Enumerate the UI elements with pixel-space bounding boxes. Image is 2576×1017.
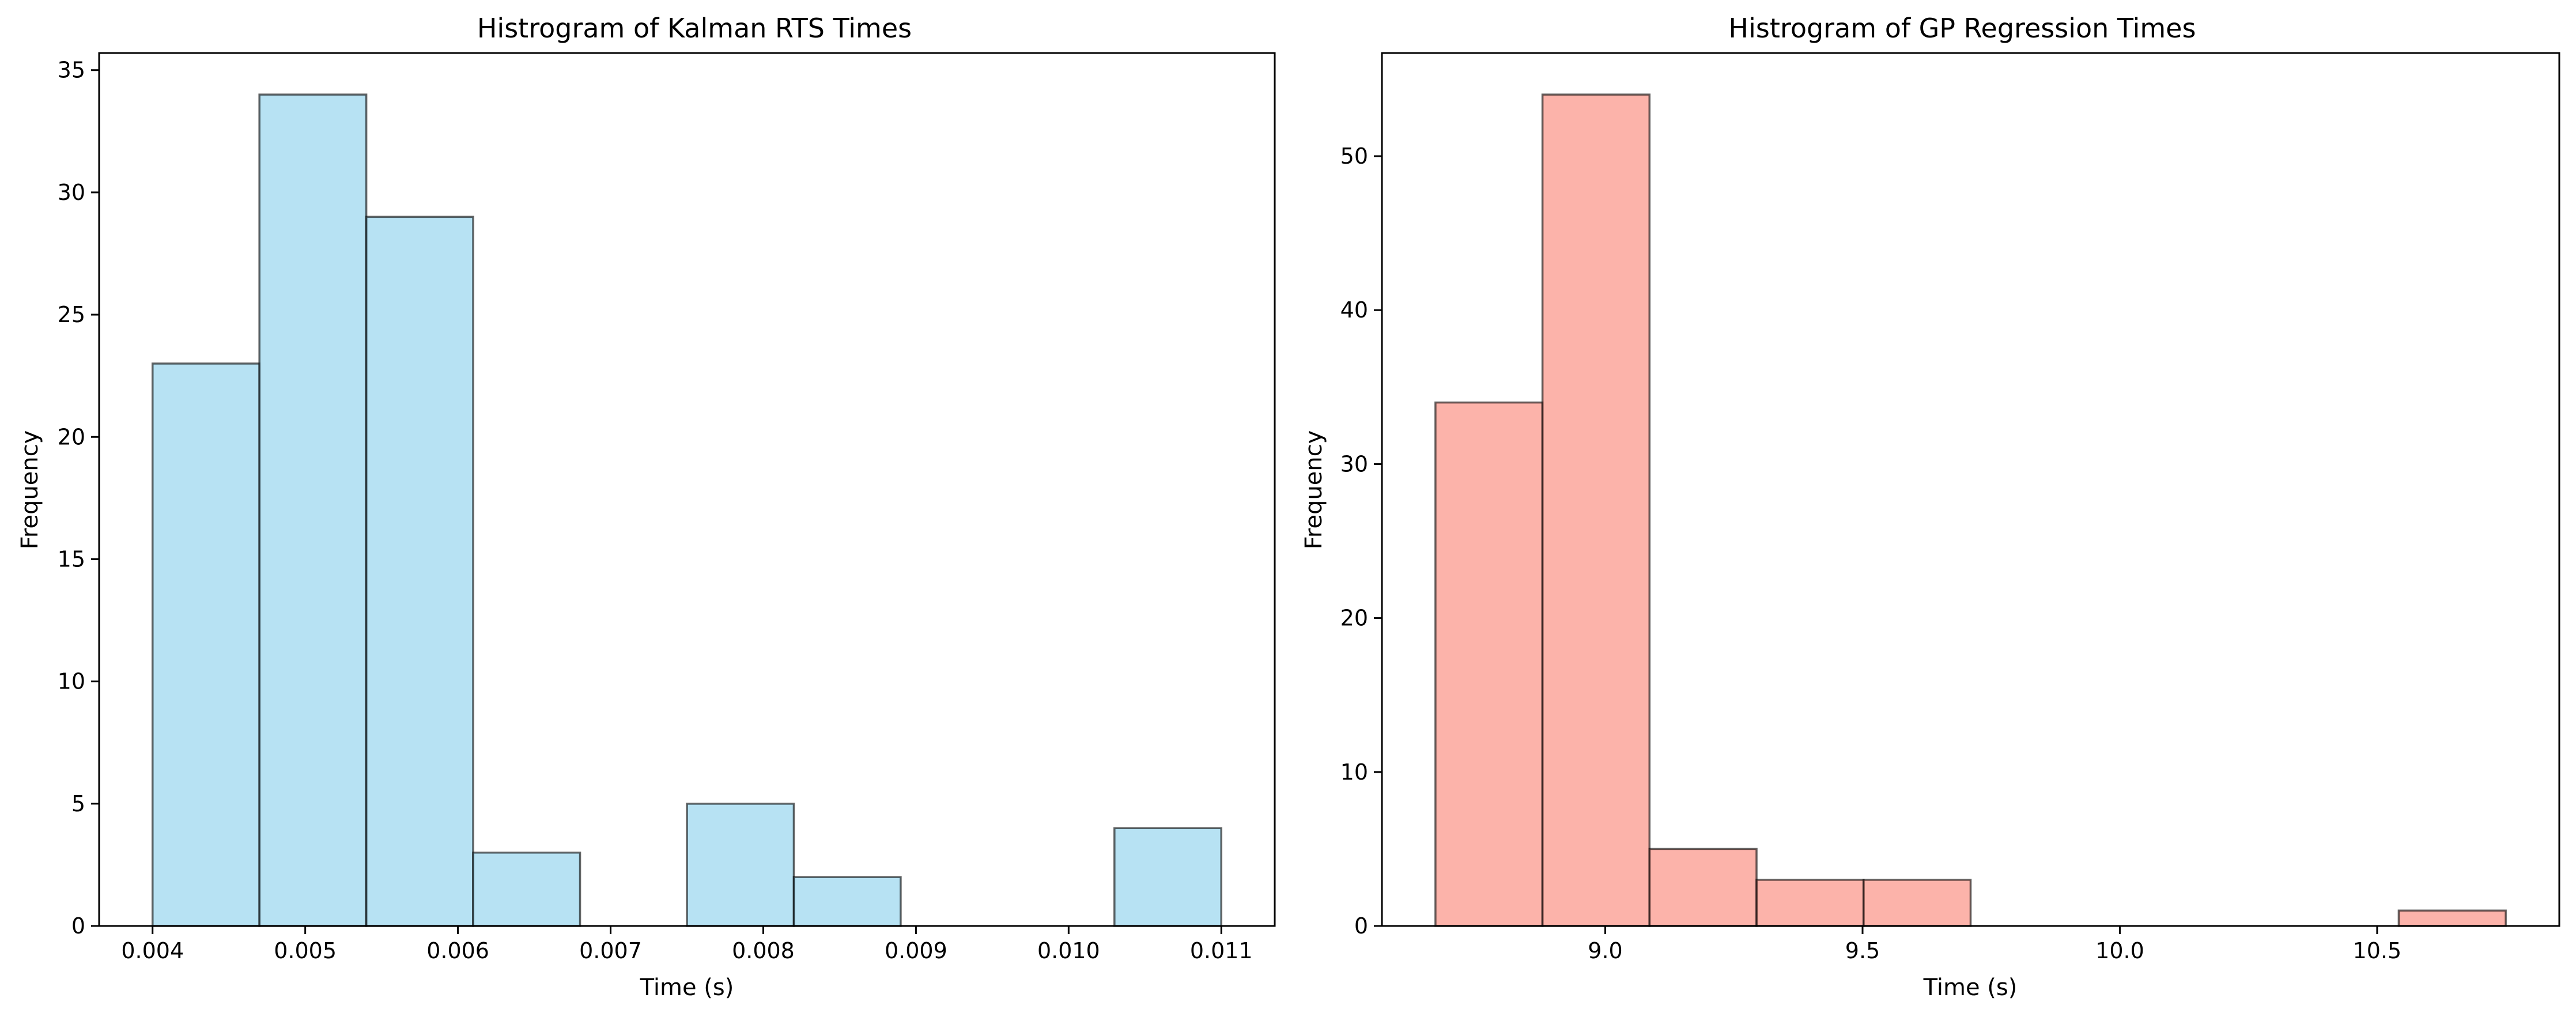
- x-tick-label: 0.005: [274, 938, 337, 963]
- y-tick-label: 0: [1354, 913, 1368, 939]
- x-axis-ticks: 9.0 9.5 10.0 10.5: [1588, 926, 2401, 963]
- bar-group: [151, 93, 1223, 927]
- x-tick-label: 0.008: [732, 938, 795, 963]
- histogram-bar: [365, 216, 474, 927]
- x-tick-label: 0.007: [579, 938, 642, 963]
- histogram-bar: [1113, 827, 1223, 927]
- y-axis-label: Frequency: [1301, 430, 1327, 550]
- y-tick-label: 35: [58, 58, 85, 83]
- histogram-bar: [258, 93, 368, 927]
- y-axis-ticks: 0 10 20 30 40 50: [1340, 143, 1382, 939]
- x-tick-label: 0.006: [426, 938, 489, 963]
- x-tick-label: 0.010: [1037, 938, 1100, 963]
- y-tick-label: 25: [58, 302, 85, 327]
- y-tick-label: 30: [1340, 451, 1368, 477]
- y-tick-label: 10: [1340, 759, 1368, 785]
- x-tick-label: 10.0: [2095, 938, 2144, 963]
- x-tick-label: 0.009: [885, 938, 947, 963]
- histogram-bar: [1863, 879, 1972, 927]
- plot-frame: [1381, 52, 2560, 927]
- kalman-histogram-panel: Histrogram of Kalman RTS Times 0.004 0.00…: [17, 13, 1276, 1001]
- x-tick-label: 9.5: [1845, 938, 1880, 963]
- y-tick-label: 30: [58, 180, 85, 205]
- histogram-bar: [472, 851, 581, 927]
- y-tick-label: 20: [58, 424, 85, 449]
- y-tick-label: 15: [58, 546, 85, 572]
- x-axis-label: Time (s): [640, 974, 734, 1001]
- y-tick-label: 20: [1340, 606, 1368, 631]
- x-tick-label: 0.004: [121, 938, 184, 963]
- histogram-bar: [1434, 401, 1544, 927]
- histogram-bar: [1541, 93, 1651, 927]
- gp-histogram-panel: Histrogram of GP Regression Times 9.0 9.5…: [1301, 13, 2560, 1001]
- chart-title: Histrogram of GP Regression Times: [1729, 13, 2196, 44]
- x-tick-label: 10.5: [2353, 938, 2402, 963]
- histogram-bar: [792, 876, 902, 927]
- y-tick-label: 40: [1340, 297, 1368, 323]
- y-axis-label: Frequency: [17, 430, 43, 550]
- x-tick-label: 0.011: [1190, 938, 1253, 963]
- y-axis-ticks: 0 5 10 15 20 25 30 35: [58, 58, 99, 939]
- plot-frame: [98, 52, 1276, 927]
- histogram-bar: [1755, 879, 1865, 927]
- y-tick-label: 50: [1340, 143, 1368, 169]
- histogram-bar: [1648, 848, 1758, 927]
- histogram-bar: [686, 803, 795, 927]
- x-axis-ticks: 0.004 0.005 0.006 0.007 0.008 0.009 0.010 0.011: [121, 926, 1253, 963]
- chart-title: Histrogram of Kalman RTS Times: [477, 13, 912, 44]
- histogram-bar: [2397, 909, 2507, 927]
- x-axis-label: Time (s): [1923, 974, 2018, 1001]
- y-tick-label: 10: [58, 669, 85, 694]
- x-tick-label: 9.0: [1588, 938, 1622, 963]
- y-tick-label: 0: [71, 913, 85, 939]
- histogram-bar: [151, 362, 260, 927]
- y-tick-label: 5: [71, 791, 85, 816]
